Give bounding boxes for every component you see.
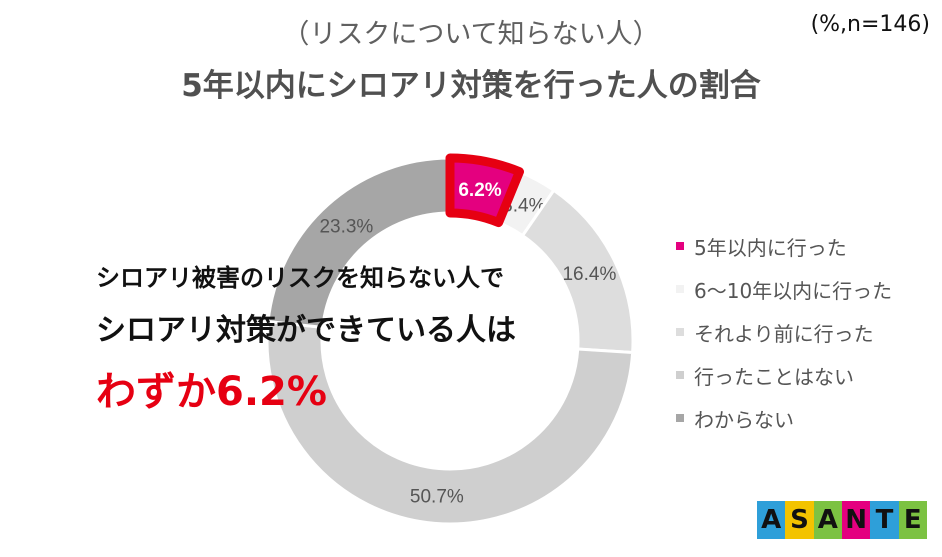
logo-letter: E: [898, 501, 927, 539]
chart-title: 5年以内にシロアリ対策を行った人の割合: [181, 68, 761, 104]
logo-letter: A: [757, 501, 786, 539]
logo-letter: T: [870, 501, 899, 539]
legend-swatch: [676, 371, 684, 379]
slice-label-3: 16.4%: [562, 264, 616, 285]
slice-label-4: 50.7%: [410, 486, 464, 507]
callout-line-2: シロアリ対策ができている人は: [96, 313, 516, 348]
legend-swatch: [676, 328, 684, 336]
unit-note: (%,n=146): [810, 12, 930, 37]
donut-slice-4: [265, 319, 635, 526]
logo-letter: A: [813, 501, 842, 539]
callout-line-1: シロアリ被害のリスクを知らない人で: [96, 264, 504, 292]
highlight-border: [445, 153, 524, 228]
legend-swatch: [676, 285, 684, 293]
legend-label: 5年以内に行った: [694, 235, 847, 260]
legend-item: 行ったことはない: [676, 361, 892, 389]
legend-swatch: [676, 414, 684, 422]
legend-label: 6～10年以内に行った: [694, 278, 893, 303]
legend-item: それより前に行った: [676, 318, 892, 346]
slice-label-2: 3.4%: [502, 196, 545, 217]
legend-swatch: [676, 242, 684, 250]
chart-subtitle: （リスクについて知らない人）: [282, 19, 660, 50]
legend-label: それより前に行った: [694, 321, 874, 346]
legend-label: わからない: [694, 407, 794, 432]
legend-item: 6～10年以内に行った: [676, 275, 892, 303]
slice-label-5: 23.3%: [319, 217, 373, 238]
legend-item: わからない: [676, 404, 892, 432]
legend-item: 5年以内に行った: [676, 232, 892, 260]
callout-highlight: わずか6.2%: [96, 369, 327, 415]
logo-letter: S: [785, 501, 814, 539]
slice-label-1: 6.2%: [458, 180, 501, 201]
chart-legend: 5年以内に行った 6～10年以内に行った それより前に行った 行ったことはない わからな…: [676, 232, 892, 447]
logo-letter: N: [841, 501, 871, 539]
legend-label: 行ったことはない: [694, 364, 854, 389]
callout-text: シロアリ被害のリスクを知らない人で シロアリ対策ができている人は わずか6.2%: [96, 258, 566, 417]
